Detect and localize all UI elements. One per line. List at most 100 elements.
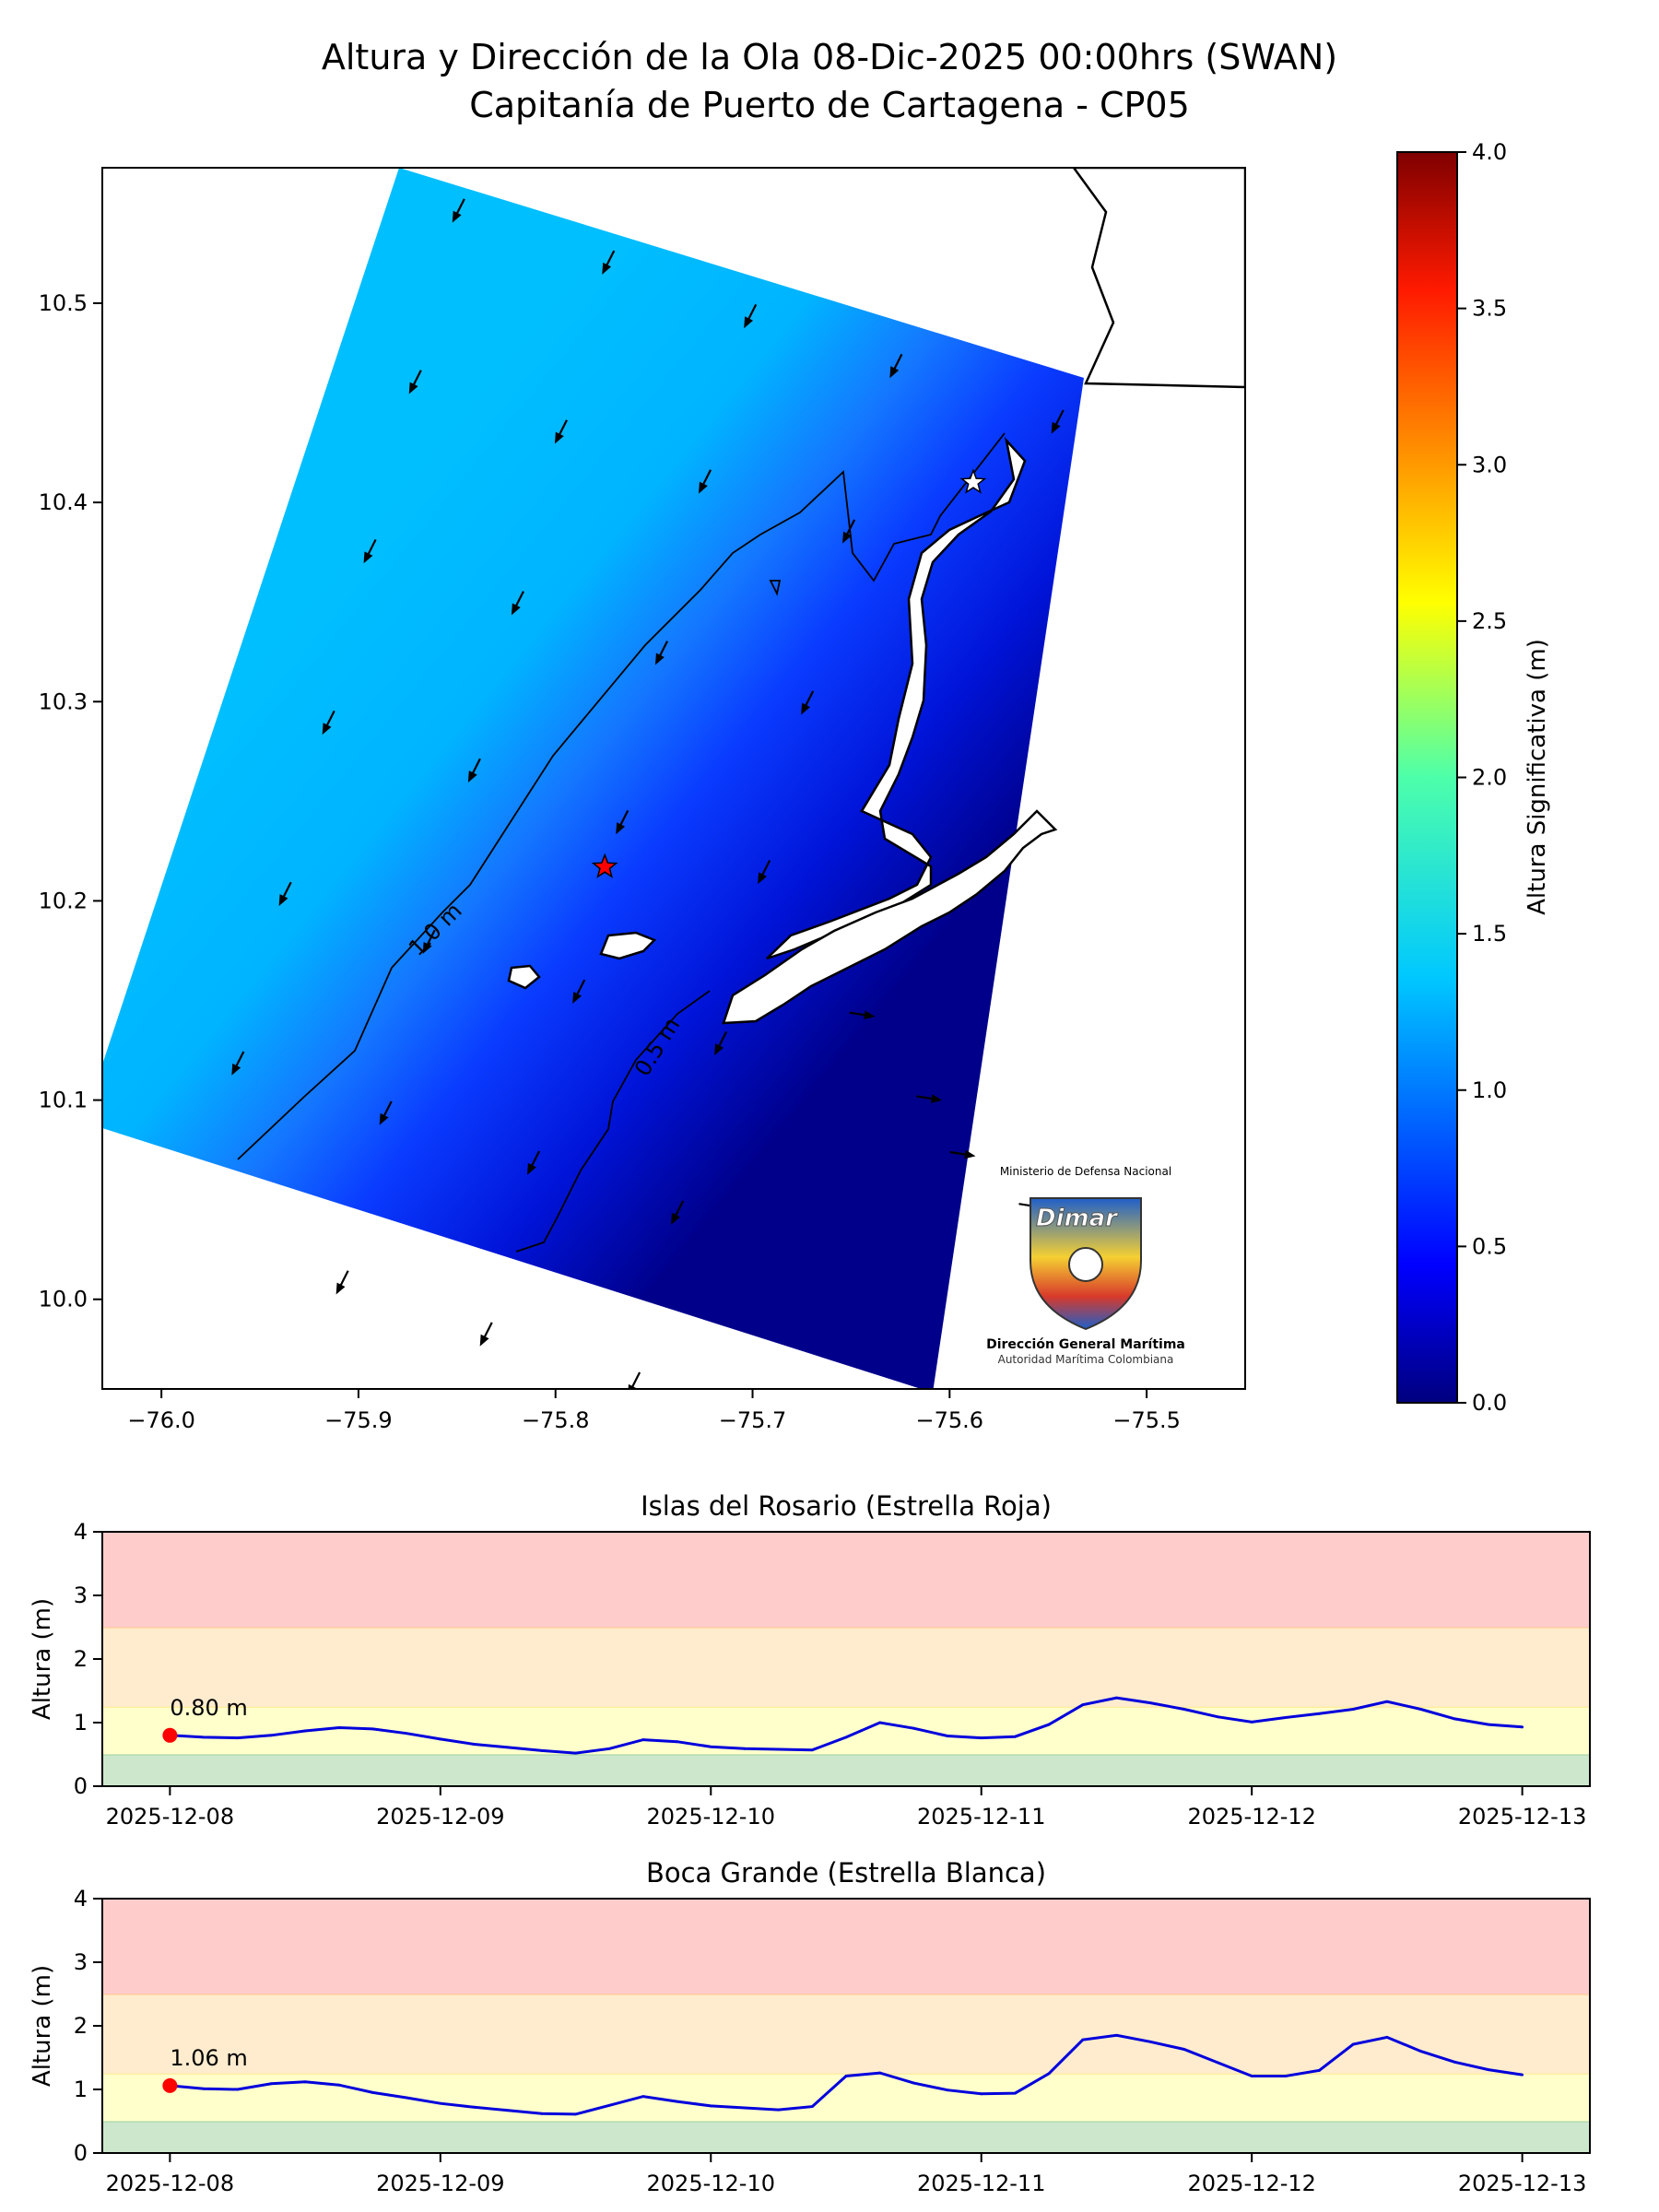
series-point	[1419, 1708, 1422, 1711]
wave-arrow-icon	[628, 1371, 641, 1389]
series-point	[1385, 1700, 1389, 1703]
wave-arrow-icon	[408, 370, 422, 394]
series-point	[202, 2087, 206, 2090]
logo-name: Dirección General Marítima	[986, 1337, 1185, 1352]
series-point	[878, 1721, 882, 1724]
station-star-icon	[959, 468, 987, 494]
colorbar-tick-label: 0.0	[1472, 1390, 1507, 1416]
series-point	[1453, 2060, 1456, 2064]
band-green	[102, 2121, 1590, 2153]
series-point	[641, 2095, 645, 2098]
x-tick-label: 2025-12-12	[1187, 2171, 1315, 2196]
arrow-head	[511, 603, 521, 616]
map-x-tick-label: −75.9	[324, 1407, 393, 1433]
series-point	[1182, 1708, 1186, 1711]
series-point	[439, 1737, 442, 1741]
series-point	[540, 2112, 544, 2115]
series-point	[980, 2092, 983, 2096]
series-point	[1217, 1715, 1219, 1719]
wave-arrow-icon	[452, 198, 465, 223]
map-x-axis: −76.0 −75.9 −75.8 −75.7 −75.6 −75.5	[127, 1389, 1181, 1433]
wave-arrow-icon	[671, 1200, 685, 1225]
series-point	[540, 1748, 544, 1752]
wave-arrow-icon	[572, 979, 586, 1004]
wave-arrow-icon	[511, 591, 524, 616]
figure-title: Altura y Dirección de la Ola 08-Dic-2025…	[0, 33, 1659, 129]
x-tick-label: 2025-12-12	[1187, 1804, 1315, 1830]
timeseries-boca-grande: 1.06 m Boca Grande (Estrella Blanca) 0 1 2 3 4…	[29, 1857, 1591, 2196]
current-value-label: 0.80 m	[170, 1695, 247, 1721]
series-point	[270, 2082, 273, 2086]
series-point	[709, 2104, 712, 2108]
series-point	[1115, 1696, 1118, 1700]
y-tick-label: 1	[74, 1710, 88, 1735]
map-y-tick-label: 10.0	[39, 1287, 88, 1312]
x-tick-label: 2025-12-13	[1458, 1804, 1586, 1830]
arrow-head	[527, 1162, 536, 1175]
series-point	[439, 2101, 442, 2105]
wave-arrow-icon	[616, 809, 629, 835]
series-point	[844, 1735, 848, 1739]
wave-arrow-icon	[527, 1150, 541, 1175]
colorbar-ticks: 0.0 0.5 1.0 1.5 2.0 2.5 3.0 3.5 4.0	[1457, 139, 1507, 1416]
arrow-head	[864, 1010, 876, 1020]
series-point	[506, 1746, 510, 1749]
arrow-head	[654, 653, 665, 665]
x-tick-label: 2025-12-09	[376, 1804, 504, 1830]
timeseries-islas-del-rosario: 0.80 m Islas del Rosario (Estrella Roja) 0…	[29, 1490, 1591, 1830]
series-point	[1453, 1717, 1456, 1721]
wave-arrow-icon	[949, 1149, 976, 1159]
arrow-head	[422, 941, 432, 954]
colorbar-tick-label: 4.0	[1472, 139, 1507, 165]
map-y-tick-label: 10.2	[39, 888, 88, 913]
map-y-tick-label: 10.4	[39, 489, 88, 515]
colorbar-tick-label: 2.5	[1472, 608, 1507, 634]
y-tick-label: 0	[74, 2140, 88, 2166]
title-line-1: Altura y Dirección de la Ola 08-Dic-2025…	[321, 37, 1338, 77]
series-point	[946, 1735, 949, 1737]
contour-1-0-m	[237, 432, 1006, 1160]
series-point	[1014, 2091, 1017, 2095]
colorbar-tick-label: 1.5	[1472, 921, 1507, 947]
land-mainland-north	[1072, 168, 1245, 389]
y-tick-label: 0	[74, 1773, 88, 1799]
band-yellow	[102, 1706, 1590, 1755]
series-point	[1217, 2061, 1219, 2065]
series-point	[777, 2108, 781, 2112]
wave-arrow-icon	[363, 538, 377, 564]
current-value-label: 1.06 m	[170, 2045, 247, 2071]
wave-arrow-icon	[744, 303, 758, 329]
arrow-head	[842, 531, 852, 544]
wave-arrow-icon	[916, 1094, 943, 1103]
x-tick-label: 2025-12-08	[106, 1804, 234, 1830]
y-tick-label: 2	[74, 1646, 88, 1672]
band-orange	[102, 1627, 1590, 1707]
x-tick-label: 2025-12-08	[106, 2171, 234, 2196]
series-point	[236, 2088, 240, 2091]
series-point	[1148, 1701, 1152, 1705]
series-point	[810, 1748, 814, 1752]
colorbar: 0.0 0.5 1.0 1.5 2.0 2.5 3.0 3.5 4.0 Altura Signi…	[1396, 139, 1551, 1416]
timeseries-title: Islas del Rosario (Estrella Roja)	[641, 1490, 1052, 1522]
timeseries-title: Boca Grande (Estrella Blanca)	[646, 1857, 1046, 1888]
land-tierra-bomba	[722, 809, 1058, 1025]
arrow-head	[801, 702, 811, 715]
band-green	[102, 1754, 1590, 1786]
arrow-head	[322, 723, 332, 735]
series-point	[1419, 2050, 1422, 2053]
series-point	[607, 1747, 611, 1750]
land-boca-grande	[766, 436, 1027, 960]
series-point	[202, 1735, 206, 1739]
wave-arrow-icon	[1051, 409, 1065, 434]
series-point	[1284, 2075, 1288, 2077]
y-tick-label: 3	[74, 1949, 88, 1975]
arrow-head	[964, 1149, 976, 1159]
x-tick-label: 2025-12-09	[376, 2171, 504, 2196]
map-x-tick-label: −75.6	[916, 1407, 984, 1433]
series-point	[236, 1736, 240, 1739]
colorbar-label: Altura Significativa (m)	[1524, 639, 1551, 915]
contour-0-5-islet	[769, 580, 782, 596]
series-point	[844, 2075, 848, 2077]
series-point	[405, 2096, 408, 2100]
